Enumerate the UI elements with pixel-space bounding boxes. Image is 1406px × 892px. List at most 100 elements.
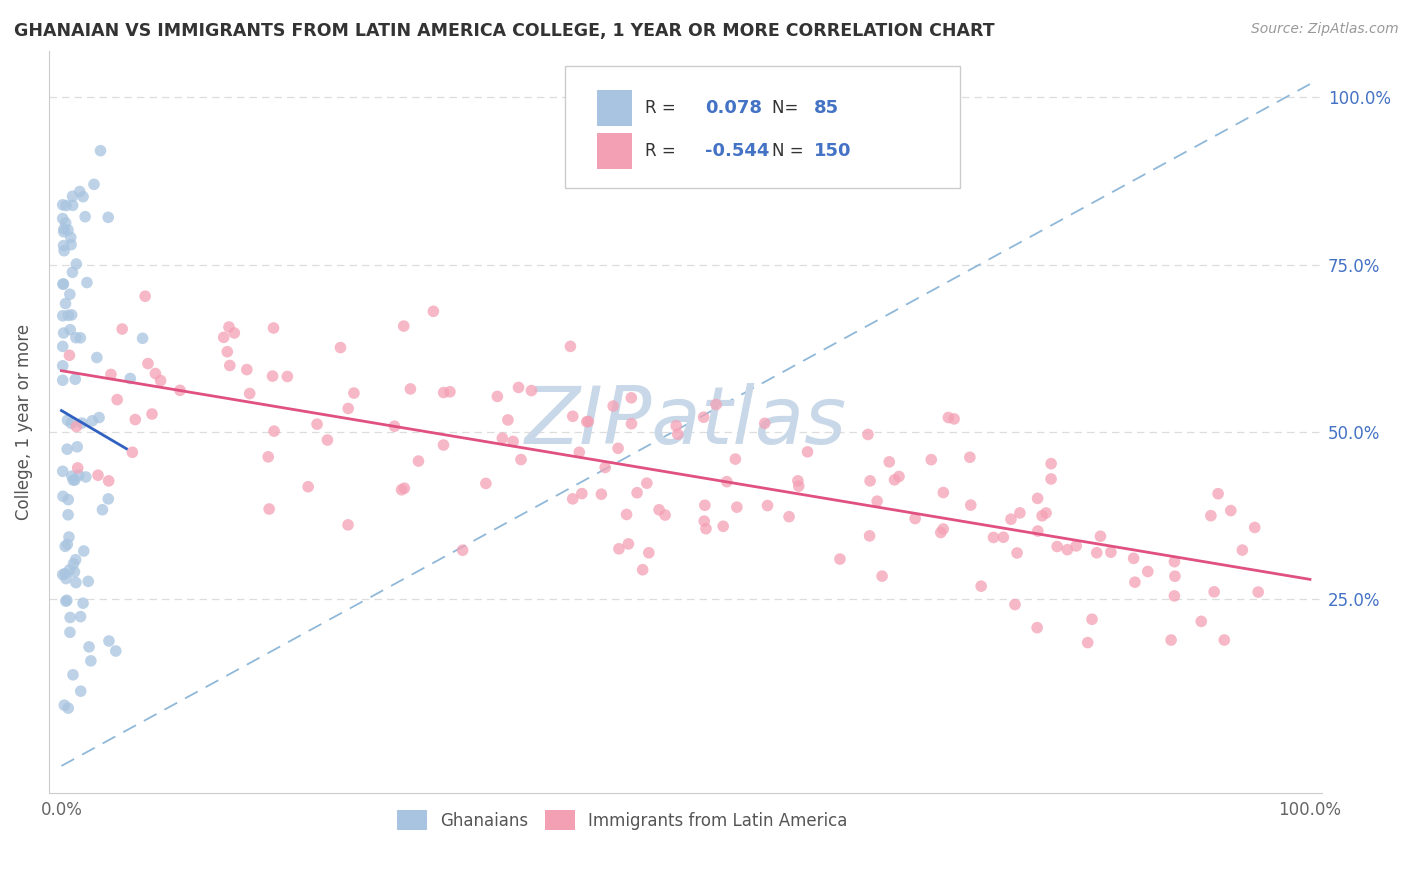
Point bbox=[607, 541, 630, 556]
Point bbox=[877, 455, 900, 469]
Point bbox=[704, 398, 727, 412]
Point bbox=[520, 384, 543, 398]
Point bbox=[218, 359, 240, 373]
Point bbox=[212, 330, 235, 344]
Point bbox=[1040, 457, 1063, 471]
Text: GHANAIAN VS IMMIGRANTS FROM LATIN AMERICA COLLEGE, 1 YEAR OR MORE CORRELATION CH: GHANAIAN VS IMMIGRANTS FROM LATIN AMERIC… bbox=[14, 22, 994, 40]
Point bbox=[67, 468, 90, 483]
Point bbox=[60, 416, 83, 430]
Point bbox=[959, 498, 981, 512]
Point bbox=[131, 331, 153, 345]
Point bbox=[591, 487, 613, 501]
Point bbox=[62, 265, 84, 279]
Point bbox=[422, 304, 444, 318]
Point bbox=[1077, 635, 1099, 649]
Point bbox=[993, 530, 1015, 544]
Point bbox=[69, 185, 91, 199]
Point bbox=[593, 460, 616, 475]
Point bbox=[56, 442, 79, 457]
Point bbox=[60, 308, 83, 322]
Point bbox=[725, 500, 748, 515]
Point bbox=[561, 409, 583, 424]
Point bbox=[65, 419, 87, 434]
Point bbox=[693, 498, 716, 512]
Point bbox=[55, 198, 77, 212]
Point bbox=[1099, 545, 1122, 559]
Point bbox=[257, 450, 280, 464]
Point bbox=[56, 413, 79, 427]
Point bbox=[77, 574, 100, 589]
Point bbox=[53, 539, 76, 553]
Point bbox=[218, 320, 240, 334]
Point bbox=[883, 473, 905, 487]
Point bbox=[104, 644, 127, 658]
Point bbox=[134, 289, 156, 303]
Point bbox=[52, 238, 75, 252]
Text: N =: N = bbox=[772, 142, 810, 160]
Point bbox=[52, 277, 75, 291]
Point bbox=[89, 144, 111, 158]
Point bbox=[636, 476, 658, 491]
Point bbox=[120, 371, 142, 385]
Text: N=: N= bbox=[772, 99, 804, 117]
Point bbox=[52, 309, 75, 323]
Point bbox=[1189, 615, 1212, 629]
Point bbox=[75, 470, 97, 484]
Point bbox=[1081, 612, 1104, 626]
Point bbox=[1064, 539, 1087, 553]
Point bbox=[394, 481, 416, 495]
Point bbox=[111, 322, 134, 336]
Point bbox=[1026, 621, 1049, 635]
Point bbox=[58, 492, 80, 507]
Point bbox=[932, 522, 955, 536]
Point bbox=[631, 563, 654, 577]
Point bbox=[920, 452, 942, 467]
Point bbox=[648, 503, 671, 517]
Point bbox=[56, 593, 79, 607]
Point bbox=[52, 464, 75, 478]
Point bbox=[617, 537, 640, 551]
Point bbox=[62, 667, 84, 681]
Legend: Ghanaians, Immigrants from Latin America: Ghanaians, Immigrants from Latin America bbox=[389, 804, 853, 837]
Point bbox=[263, 424, 285, 438]
Point bbox=[141, 407, 163, 421]
Point bbox=[58, 348, 80, 362]
Text: R =: R = bbox=[645, 142, 681, 160]
Point bbox=[1123, 575, 1146, 590]
Point bbox=[983, 531, 1005, 545]
Point bbox=[1206, 487, 1229, 501]
Point bbox=[316, 433, 339, 447]
Point bbox=[53, 222, 76, 236]
Point bbox=[1090, 529, 1112, 543]
Point bbox=[56, 508, 79, 522]
Point bbox=[65, 331, 87, 345]
Point bbox=[693, 514, 716, 528]
Point bbox=[52, 225, 75, 239]
Point bbox=[1122, 551, 1144, 566]
Point bbox=[72, 190, 94, 204]
FancyBboxPatch shape bbox=[565, 65, 959, 188]
Point bbox=[510, 452, 533, 467]
Point bbox=[82, 414, 104, 428]
Point bbox=[97, 474, 120, 488]
Point bbox=[1026, 491, 1049, 506]
Point bbox=[439, 384, 461, 399]
Point bbox=[55, 594, 77, 608]
Point bbox=[149, 374, 172, 388]
Point bbox=[236, 362, 259, 376]
Point bbox=[602, 399, 624, 413]
Point bbox=[52, 198, 75, 212]
Point bbox=[169, 384, 191, 398]
Point bbox=[343, 386, 366, 401]
Point bbox=[626, 485, 648, 500]
Text: 85: 85 bbox=[814, 99, 839, 117]
Point bbox=[1204, 584, 1226, 599]
Text: ZIPatlas: ZIPatlas bbox=[524, 383, 846, 460]
Point bbox=[1163, 555, 1185, 569]
Point bbox=[62, 557, 84, 571]
Point bbox=[1000, 512, 1022, 526]
Point bbox=[60, 469, 83, 483]
Point bbox=[887, 469, 910, 483]
Point bbox=[486, 389, 509, 403]
Point bbox=[52, 489, 75, 503]
